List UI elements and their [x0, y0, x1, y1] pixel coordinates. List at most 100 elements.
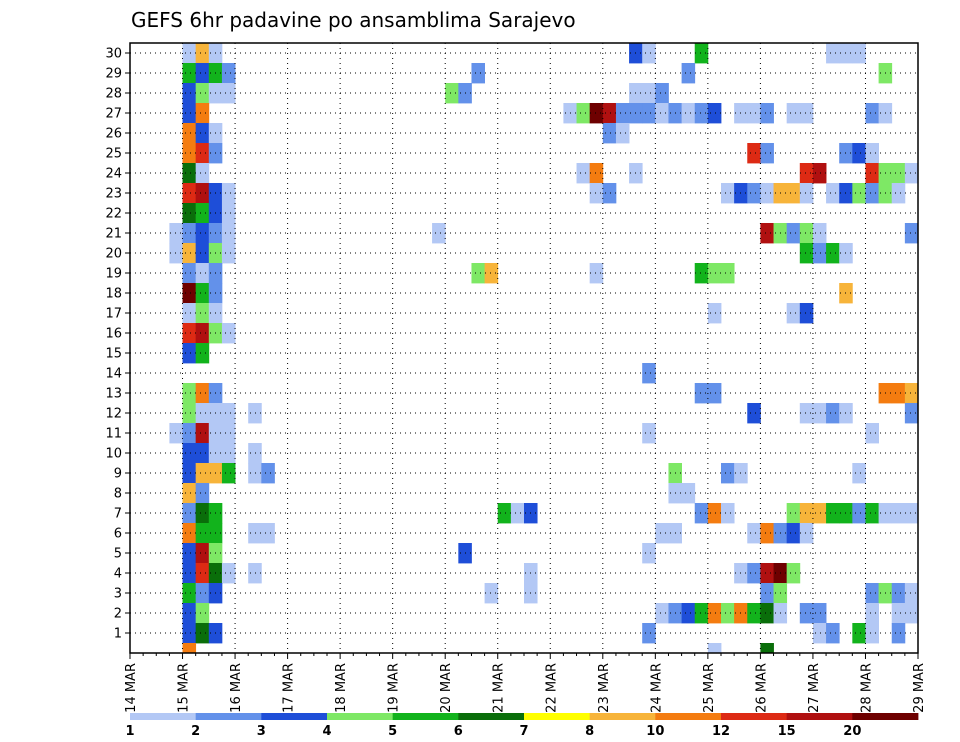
heatmap-cell — [891, 383, 906, 404]
heatmap-cell — [812, 623, 827, 644]
x-tick-label: 20 MAR — [439, 663, 454, 713]
legend-swatch — [655, 713, 722, 720]
heatmap-cell — [221, 443, 236, 464]
x-tick-label: 18 MAR — [334, 663, 349, 713]
legend-swatch — [195, 713, 262, 720]
legend-label: 10 — [646, 724, 664, 739]
heatmap-cell — [826, 623, 840, 644]
heatmap-cell — [261, 463, 275, 484]
heatmap-cell — [248, 523, 262, 544]
heatmap-cell — [195, 523, 210, 544]
heatmap-cell — [865, 163, 879, 184]
heatmap-cell — [195, 103, 210, 124]
heatmap-cell — [865, 423, 879, 444]
heatmap-cell — [852, 623, 866, 644]
y-tick-label: 28 — [105, 87, 122, 102]
heatmap-cell — [694, 383, 709, 404]
heatmap-cell — [221, 423, 236, 444]
heatmap-cell — [221, 403, 236, 424]
legend-swatch — [458, 713, 525, 720]
heatmap-cell — [799, 503, 814, 524]
heatmap-cell — [248, 443, 262, 464]
heatmap-cell — [799, 523, 814, 544]
heatmap-cell — [221, 223, 236, 244]
heatmap-cell — [865, 583, 879, 604]
heatmap-cell — [812, 163, 827, 184]
heatmap-cell — [169, 423, 183, 444]
heatmap-cell — [694, 43, 709, 64]
heatmap-cell — [786, 303, 801, 324]
y-tick-label: 21 — [105, 227, 122, 242]
heatmap-cell — [760, 583, 774, 604]
heatmap-cell — [615, 103, 630, 124]
heatmap-cell — [195, 323, 210, 344]
heatmap-cell — [760, 183, 774, 204]
y-tick-label: 2 — [114, 607, 122, 622]
heatmap-cell — [182, 483, 197, 504]
heatmap-cell — [786, 523, 801, 544]
heatmap-cell — [707, 603, 722, 624]
heatmap-cell — [812, 403, 827, 424]
heatmap-cell — [182, 163, 197, 184]
heatmap-cell — [182, 423, 197, 444]
heatmap-cell — [747, 563, 761, 584]
heatmap-cell — [589, 103, 604, 124]
legend-label: 8 — [585, 724, 594, 739]
heatmap-cell — [195, 223, 210, 244]
heatmap-cell — [195, 563, 210, 584]
y-tick-label: 19 — [105, 267, 122, 282]
heatmap-cell — [642, 363, 656, 384]
heatmap-cell — [576, 163, 591, 184]
heatmap-cell — [642, 43, 656, 64]
legend-label: 2 — [191, 724, 200, 739]
heatmap-cell — [182, 223, 197, 244]
x-tick-label: 23 MAR — [597, 663, 612, 713]
heatmap-cell — [182, 263, 197, 284]
heatmap-cell — [799, 603, 814, 624]
x-tick-label: 16 MAR — [229, 663, 244, 713]
heatmap-cell — [904, 223, 919, 244]
heatmap-cell — [786, 563, 801, 584]
x-tick-label: 28 MAR — [859, 663, 874, 713]
legend-label: 12 — [712, 724, 730, 739]
heatmap-cell — [182, 43, 197, 64]
heatmap-cell — [865, 103, 879, 124]
heatmap-cell — [642, 543, 656, 564]
heatmap-cell — [182, 283, 197, 304]
heatmap-cell — [195, 383, 210, 404]
y-tick-label: 14 — [105, 367, 122, 382]
heatmap-cell — [655, 523, 669, 544]
heatmap-cell — [786, 103, 801, 124]
heatmap-cell — [655, 603, 669, 624]
y-tick-label: 27 — [105, 107, 122, 122]
heatmap-cell — [602, 183, 617, 204]
x-tick-label: 22 MAR — [544, 663, 559, 713]
legend-label: 20 — [843, 724, 861, 739]
heatmap-cell — [221, 563, 236, 584]
heatmap-cell — [852, 503, 866, 524]
heatmap-cell — [760, 603, 774, 624]
y-tick-label: 15 — [105, 347, 122, 362]
x-tick-label: 24 MAR — [649, 663, 664, 713]
x-tick-label: 26 MAR — [754, 663, 769, 713]
heatmap-cell — [904, 583, 919, 604]
legend-label: 15 — [778, 724, 796, 739]
heatmap-cell — [195, 423, 210, 444]
heatmap-cell — [602, 123, 617, 144]
legend-swatch — [721, 713, 788, 720]
heatmap-cell — [195, 163, 210, 184]
heatmap-cell — [182, 583, 197, 604]
heatmap-cell — [182, 443, 197, 464]
legend-label: 1 — [125, 724, 134, 739]
heatmap-cell — [721, 603, 735, 624]
plot-frame — [129, 42, 919, 654]
heatmap-cell — [642, 423, 656, 444]
heatmap-cell — [891, 583, 906, 604]
heatmap-cell — [852, 43, 866, 64]
y-tick-label: 17 — [105, 307, 122, 322]
heatmap-cell — [865, 183, 879, 204]
heatmap-cell — [812, 243, 827, 264]
heatmap-cell — [747, 403, 761, 424]
heatmap-cell — [799, 303, 814, 324]
heatmap-cell — [655, 83, 669, 104]
